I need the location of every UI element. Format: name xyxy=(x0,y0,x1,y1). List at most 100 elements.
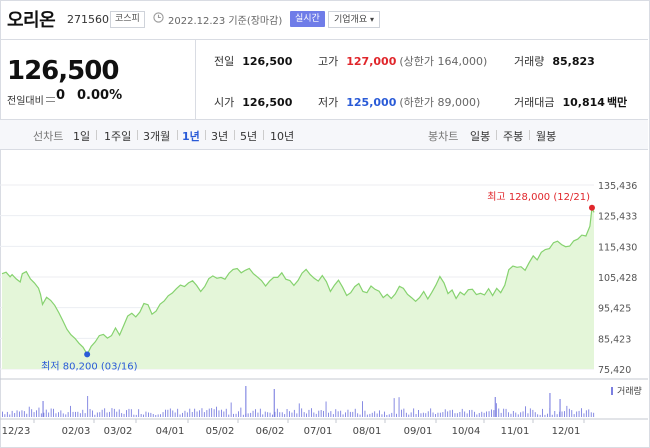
volume-bar xyxy=(420,413,422,417)
volume-bar xyxy=(262,414,264,417)
x-tick-label: 02/03 xyxy=(62,426,91,437)
volume-bar xyxy=(4,414,6,417)
period-10y[interactable]: 10년 xyxy=(270,130,295,143)
volume-bar xyxy=(11,410,13,417)
metric-volume: 거래량 85,823 xyxy=(514,53,595,69)
volume-bar xyxy=(40,413,42,417)
volume-bar xyxy=(274,411,276,417)
period-1y[interactable]: 1년 xyxy=(182,130,200,143)
volume-bar xyxy=(352,411,354,417)
volume-bar xyxy=(113,408,115,417)
volume-bar xyxy=(257,412,259,417)
volume-bar xyxy=(362,401,363,417)
volume-bar xyxy=(238,411,239,417)
volume-bar xyxy=(157,414,159,417)
volume-bar xyxy=(503,408,505,417)
volume-bar xyxy=(437,412,439,417)
line-chart-label: 선차트 xyxy=(33,130,64,143)
volume-bar xyxy=(133,414,135,417)
volume-bar xyxy=(588,409,590,417)
metric-trade-amount: 거래대금 10,814 백만 xyxy=(514,94,627,110)
volume-bar xyxy=(328,412,329,417)
candle-daily[interactable]: 일봉 xyxy=(470,130,491,143)
volume-bar xyxy=(315,413,317,417)
candle-weekly[interactable]: 주봉 xyxy=(503,130,524,143)
volume-bar xyxy=(374,411,376,417)
volume-bar xyxy=(28,406,30,417)
stock-header: 오리온 271560 코스피 2022.12.23 기준(장마감) 실시간 기업… xyxy=(0,0,648,40)
volume-bar xyxy=(31,409,33,417)
volume-bar xyxy=(590,412,592,417)
period-3y[interactable]: 3년 xyxy=(211,130,229,143)
volume-bar xyxy=(99,412,101,417)
period-1w[interactable]: 1주일 xyxy=(104,130,132,143)
volume-bar xyxy=(347,409,349,417)
volume-bar xyxy=(70,405,71,417)
volume-bar xyxy=(478,413,480,417)
volume-bar xyxy=(50,408,52,417)
volume-bar xyxy=(58,412,59,417)
max-label: 최고 128,000 (12/21) xyxy=(487,191,590,203)
clock-icon xyxy=(153,12,164,23)
volume-bar xyxy=(422,412,424,417)
volume-bar xyxy=(177,408,179,417)
volume-bar xyxy=(447,411,449,417)
volume-bar xyxy=(148,412,149,417)
volume-bar xyxy=(43,412,45,417)
volume-bar xyxy=(89,409,91,417)
period-5y[interactable]: 5년 xyxy=(240,130,258,143)
volume-bar xyxy=(233,413,234,417)
volume-bar xyxy=(335,409,337,417)
volume-bar xyxy=(228,414,230,417)
volume-bar xyxy=(405,412,407,417)
volume-bar xyxy=(79,413,81,417)
volume-bar xyxy=(259,408,261,417)
period-3m[interactable]: 3개월 xyxy=(143,130,171,143)
volume-bar xyxy=(53,408,54,417)
volume-bar xyxy=(77,411,79,417)
metric-value: 85,823 xyxy=(552,55,595,68)
volume-bar xyxy=(182,412,183,417)
volume-bar xyxy=(213,409,215,417)
volume-bar xyxy=(578,410,580,417)
volume-bar xyxy=(247,413,249,417)
volume-bar xyxy=(116,411,118,417)
volume-bar xyxy=(391,412,393,417)
company-overview-button[interactable]: 기업개요 ▾ xyxy=(328,11,381,28)
volume-bar xyxy=(174,412,176,417)
x-tick-label: 05/02 xyxy=(206,426,235,437)
volume-bar xyxy=(6,411,8,417)
volume-bar xyxy=(439,412,441,417)
volume-bar xyxy=(313,412,315,417)
volume-bar xyxy=(286,409,288,417)
volume-bar xyxy=(269,412,271,417)
volume-bar xyxy=(267,412,269,417)
volume-bar xyxy=(469,410,470,417)
period-1d[interactable]: 1일 xyxy=(73,130,91,143)
candle-monthly[interactable]: 월봉 xyxy=(536,130,557,143)
volume-bar xyxy=(396,413,397,417)
x-tick-label: 04/01 xyxy=(156,426,185,437)
x-tick-label: 09/01 xyxy=(404,426,433,437)
volume-bar xyxy=(201,408,203,417)
volume-bar xyxy=(82,409,84,417)
volume-bar xyxy=(250,412,252,417)
volume-bar xyxy=(547,413,548,417)
volume-bar xyxy=(500,412,502,417)
realtime-button[interactable]: 실시간 xyxy=(290,11,325,27)
volume-bar xyxy=(483,412,485,417)
volume-bar xyxy=(384,411,385,417)
y-tick-label: 75,420 xyxy=(598,365,631,376)
volume-bar xyxy=(298,403,300,417)
metric-value: 10,814 xyxy=(562,96,605,109)
volume-bar xyxy=(476,414,478,417)
volume-bar xyxy=(454,413,456,417)
volume-bar xyxy=(510,413,512,417)
volume-bar xyxy=(203,412,205,417)
volume-bar xyxy=(340,410,342,417)
volume-bar xyxy=(349,411,351,417)
volume-bar xyxy=(583,413,585,417)
volume-bar xyxy=(293,409,295,417)
price-panel: 126,500 전일대비 0 0.00% xyxy=(0,40,196,119)
metric-value: 127,000 xyxy=(346,55,397,68)
